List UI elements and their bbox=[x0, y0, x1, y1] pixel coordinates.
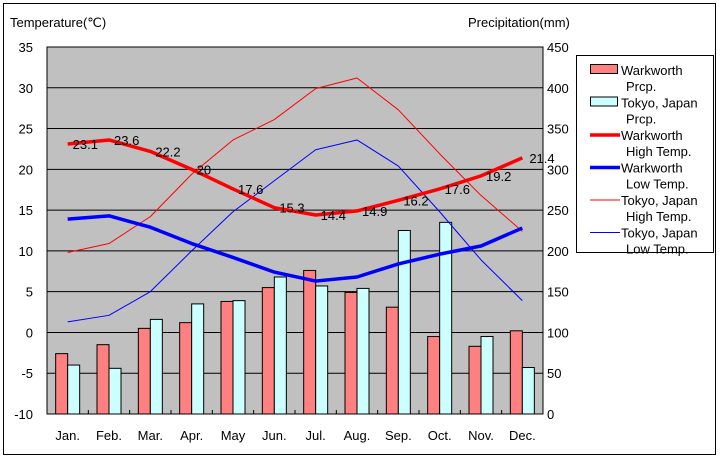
left-axis-title: Temperature(℃) bbox=[10, 15, 106, 30]
bar-warkworth-prcp bbox=[137, 327, 151, 415]
tokyo-japan-high-temp-line bbox=[67, 77, 523, 254]
legend-label: High Temp. bbox=[626, 209, 692, 224]
x-tick-label: Sep. bbox=[385, 428, 412, 443]
bar-warkworth-prcp bbox=[55, 353, 69, 415]
legend-label: High Temp. bbox=[626, 144, 692, 159]
legend-label: Prcp. bbox=[626, 112, 656, 127]
data-label: 23.6 bbox=[114, 133, 139, 148]
legend-label: Tokyo, Japan bbox=[621, 193, 698, 208]
left-tick-label: 30 bbox=[19, 81, 33, 96]
right-tick-label: 150 bbox=[547, 285, 569, 300]
bar-warkworth-prcp bbox=[509, 330, 523, 415]
legend-label: Tokyo, Japan bbox=[621, 96, 698, 111]
bar-tokyo-prcp bbox=[521, 367, 535, 415]
bar-warkworth-prcp bbox=[96, 344, 110, 415]
bar-tokyo-prcp bbox=[397, 230, 411, 415]
legend-label: Warkworth bbox=[621, 128, 683, 143]
data-label: 16.2 bbox=[403, 193, 428, 208]
legend-label: Low Temp. bbox=[626, 242, 689, 257]
left-tick-label: 20 bbox=[19, 162, 33, 177]
data-label: 19.2 bbox=[486, 169, 511, 184]
bar-warkworth-prcp bbox=[179, 322, 193, 415]
bar-tokyo-prcp bbox=[480, 336, 494, 415]
bar-tokyo-prcp bbox=[356, 287, 370, 415]
legend-label: Low Temp. bbox=[626, 177, 689, 192]
data-label: 14.4 bbox=[321, 208, 346, 223]
right-axis-title: Precipitation(mm) bbox=[468, 15, 570, 30]
left-tick-label: 10 bbox=[19, 244, 33, 259]
right-tick-label: 200 bbox=[547, 244, 569, 259]
right-tick-label: 0 bbox=[547, 407, 554, 422]
right-tick-label: 450 bbox=[547, 40, 569, 55]
data-label: 17.6 bbox=[445, 182, 470, 197]
data-label: 21.4 bbox=[529, 151, 554, 166]
data-label: 14.9 bbox=[362, 204, 387, 219]
data-label: 23.1 bbox=[73, 137, 98, 152]
bar-tokyo-prcp bbox=[67, 364, 81, 415]
legend-swatch bbox=[590, 96, 618, 107]
warkworth-low-temp-line bbox=[67, 214, 524, 283]
right-tick-label: 350 bbox=[547, 122, 569, 137]
bar-warkworth-prcp bbox=[427, 336, 441, 415]
left-tick-label: 0 bbox=[26, 325, 33, 340]
legend-label: Tokyo, Japan bbox=[621, 226, 698, 241]
bar-tokyo-prcp bbox=[439, 221, 453, 415]
bar-tokyo-prcp bbox=[108, 367, 122, 415]
x-tick-label: Dec. bbox=[509, 428, 536, 443]
right-tick-label: 50 bbox=[547, 366, 561, 381]
bar-tokyo-prcp bbox=[149, 318, 163, 415]
left-tick-label: 5 bbox=[26, 285, 33, 300]
bar-tokyo-prcp bbox=[273, 276, 287, 415]
bar-warkworth-prcp bbox=[261, 287, 275, 415]
bar-tokyo-prcp bbox=[232, 300, 246, 415]
x-tick-label: Jun. bbox=[262, 428, 287, 443]
left-tick-label: 35 bbox=[19, 40, 33, 55]
x-tick-label: Oct. bbox=[428, 428, 452, 443]
bar-warkworth-prcp bbox=[344, 291, 358, 415]
right-tick-label: 300 bbox=[547, 162, 569, 177]
left-tick-label: 25 bbox=[19, 122, 33, 137]
x-tick-label: Feb. bbox=[96, 428, 122, 443]
bar-tokyo-prcp bbox=[191, 303, 205, 415]
legend-label: Warkworth bbox=[621, 63, 683, 78]
data-label: 17.6 bbox=[238, 182, 263, 197]
left-tick-label: -5 bbox=[21, 366, 33, 381]
bar-warkworth-prcp bbox=[220, 300, 234, 415]
x-tick-label: Jul. bbox=[306, 428, 326, 443]
bar-tokyo-prcp bbox=[315, 285, 329, 415]
bar-warkworth-prcp bbox=[303, 269, 317, 415]
bar-warkworth-prcp bbox=[468, 345, 482, 415]
bar-warkworth-prcp bbox=[385, 306, 399, 415]
left-tick-label: -10 bbox=[14, 407, 33, 422]
right-tick-label: 100 bbox=[547, 325, 569, 340]
legend-swatch bbox=[590, 64, 618, 74]
x-tick-label: May bbox=[221, 428, 246, 443]
data-label: 15.3 bbox=[279, 201, 304, 216]
x-tick-label: Apr. bbox=[180, 428, 203, 443]
warkworth-high-temp-line bbox=[67, 138, 524, 217]
right-tick-label: 400 bbox=[547, 81, 569, 96]
right-tick-label: 250 bbox=[547, 203, 569, 218]
data-label: 20 bbox=[197, 162, 211, 177]
legend-label: Warkworth bbox=[621, 161, 683, 176]
data-label: 22.2 bbox=[155, 144, 180, 159]
x-tick-label: Aug. bbox=[344, 428, 371, 443]
tokyo-japan-low-temp-line bbox=[67, 139, 523, 323]
left-tick-label: 15 bbox=[19, 203, 33, 218]
x-tick-label: Mar. bbox=[138, 428, 163, 443]
legend-box bbox=[576, 55, 714, 253]
x-tick-label: Jan. bbox=[55, 428, 80, 443]
legend-label: Prcp. bbox=[626, 79, 656, 94]
x-tick-label: Nov. bbox=[468, 428, 494, 443]
